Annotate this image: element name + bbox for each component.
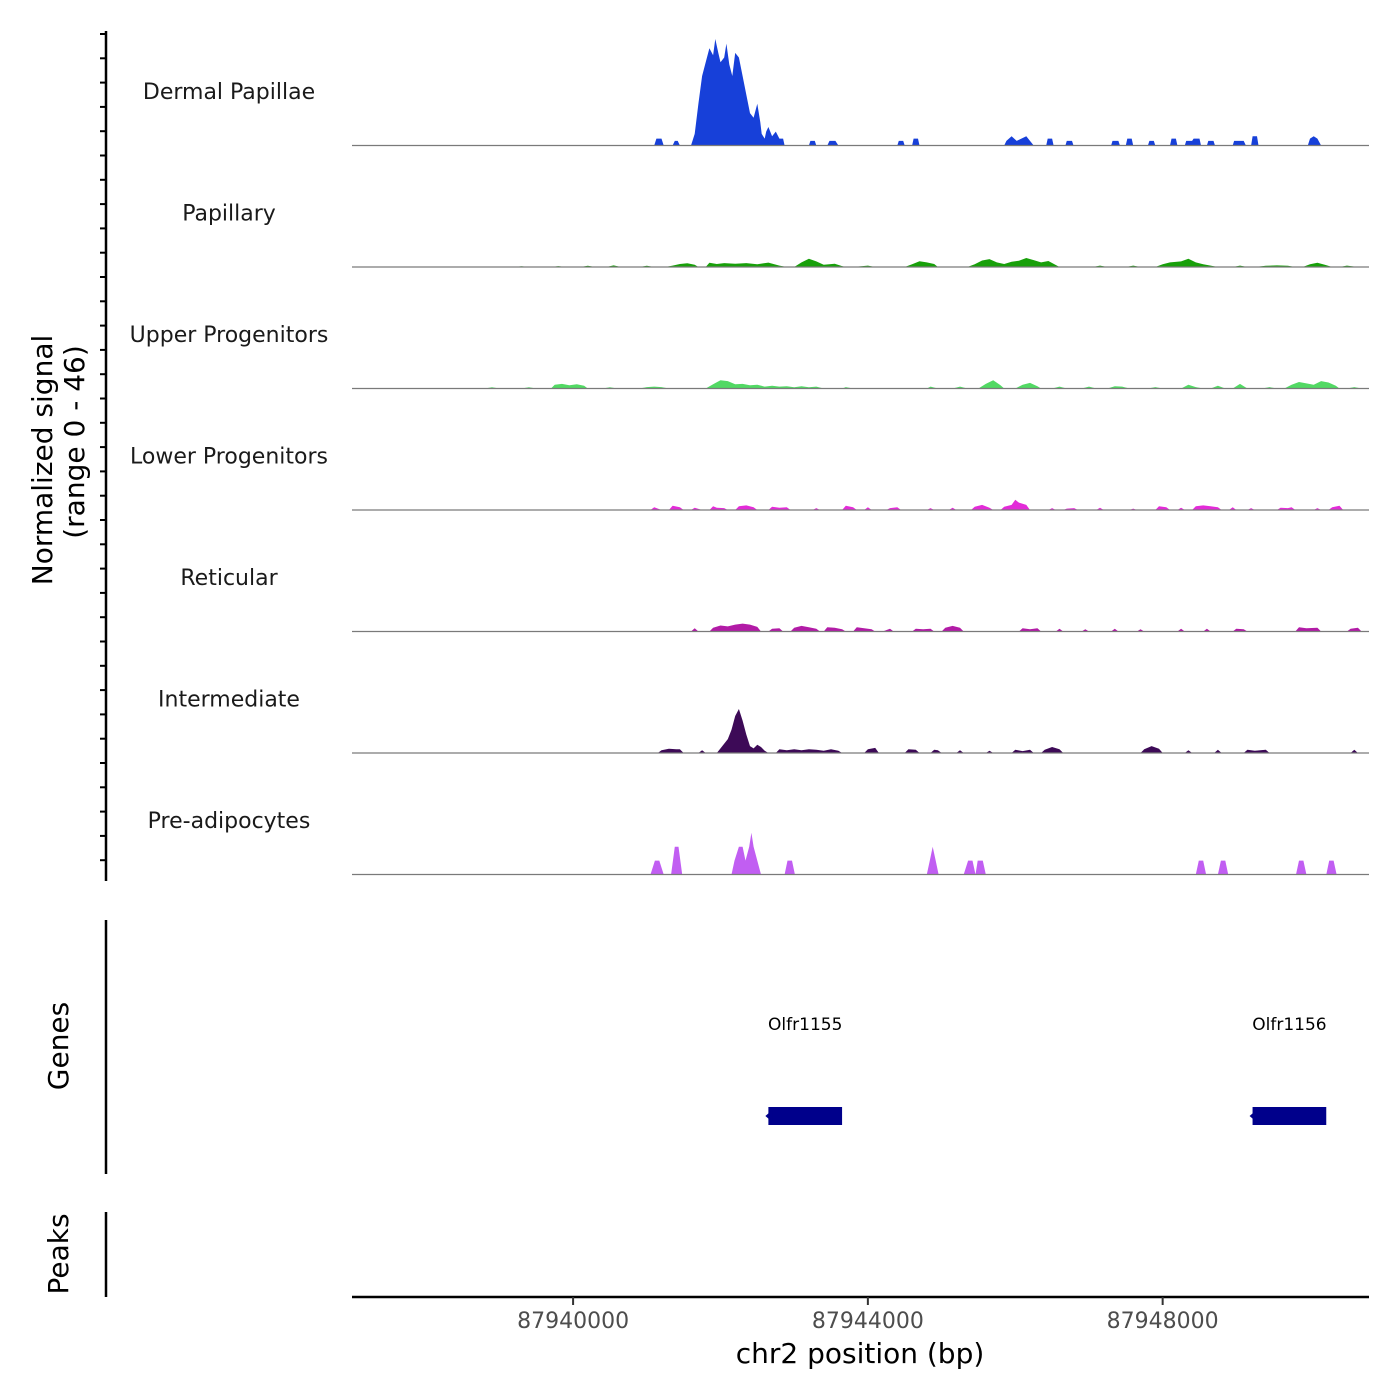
track-reticular: Reticular: [180, 566, 1369, 633]
strand-arrow: [1249, 1110, 1257, 1122]
signal-area-intermediate: [657, 709, 1358, 753]
peaks-axis-title: Peaks: [42, 1213, 75, 1294]
x-tick-label: 87948000: [1107, 1309, 1219, 1334]
signal-area-pre-adipocytes: [650, 832, 1337, 875]
signal-area-reticular: [691, 623, 1362, 632]
track-label: Papillary: [182, 202, 276, 227]
x-tick-label: 87940000: [517, 1309, 629, 1334]
signal-area-papillary: [514, 258, 1358, 267]
signal-area-dermal-papillae: [654, 39, 1322, 146]
track-dermal-papillae: Dermal Papillae: [143, 39, 1369, 147]
signal-tracks: Dermal Papillae Papillary Upper Progenitor…: [130, 39, 1369, 876]
signal-axis: [100, 31, 108, 881]
track-label: Reticular: [180, 566, 278, 591]
track-label: Intermediate: [158, 688, 300, 713]
genes-track: Olfr1155 Olfr1156: [765, 1015, 1327, 1125]
gene-olfr1155: Olfr1155: [765, 1015, 842, 1125]
gene-label: Olfr1156: [1252, 1015, 1326, 1035]
gene-label: Olfr1155: [768, 1015, 842, 1035]
signal-axis-title-line2: (range 0 - 46): [58, 345, 91, 539]
track-label: Pre-adipocytes: [148, 809, 311, 834]
track-papillary: Papillary: [182, 202, 1369, 268]
signal-area-upper-progenitors: [484, 380, 1362, 389]
signal-area-lower-progenitors: [650, 499, 1344, 510]
track-label: Upper Progenitors: [130, 323, 329, 348]
track-upper-progenitors: Upper Progenitors: [130, 323, 1369, 390]
track-intermediate: Intermediate: [158, 688, 1369, 754]
track-label: Lower Progenitors: [130, 445, 328, 470]
x-axis-ticks: 87940000 87944000 87948000: [517, 1297, 1219, 1334]
x-axis-title: chr2 position (bp): [736, 1337, 985, 1370]
gene-body: [1252, 1107, 1327, 1125]
signal-axis-title-line1: Normalized signal: [26, 335, 59, 586]
genes-axis-title: Genes: [42, 1002, 75, 1090]
gene-body: [768, 1107, 843, 1125]
track-lower-progenitors: Lower Progenitors: [130, 445, 1369, 511]
track-pre-adipocytes: Pre-adipocytes: [148, 809, 1369, 876]
track-label: Dermal Papillae: [143, 80, 315, 105]
strand-arrow: [765, 1110, 773, 1122]
gene-olfr1156: Olfr1156: [1249, 1015, 1327, 1125]
x-tick-label: 87944000: [812, 1309, 924, 1334]
